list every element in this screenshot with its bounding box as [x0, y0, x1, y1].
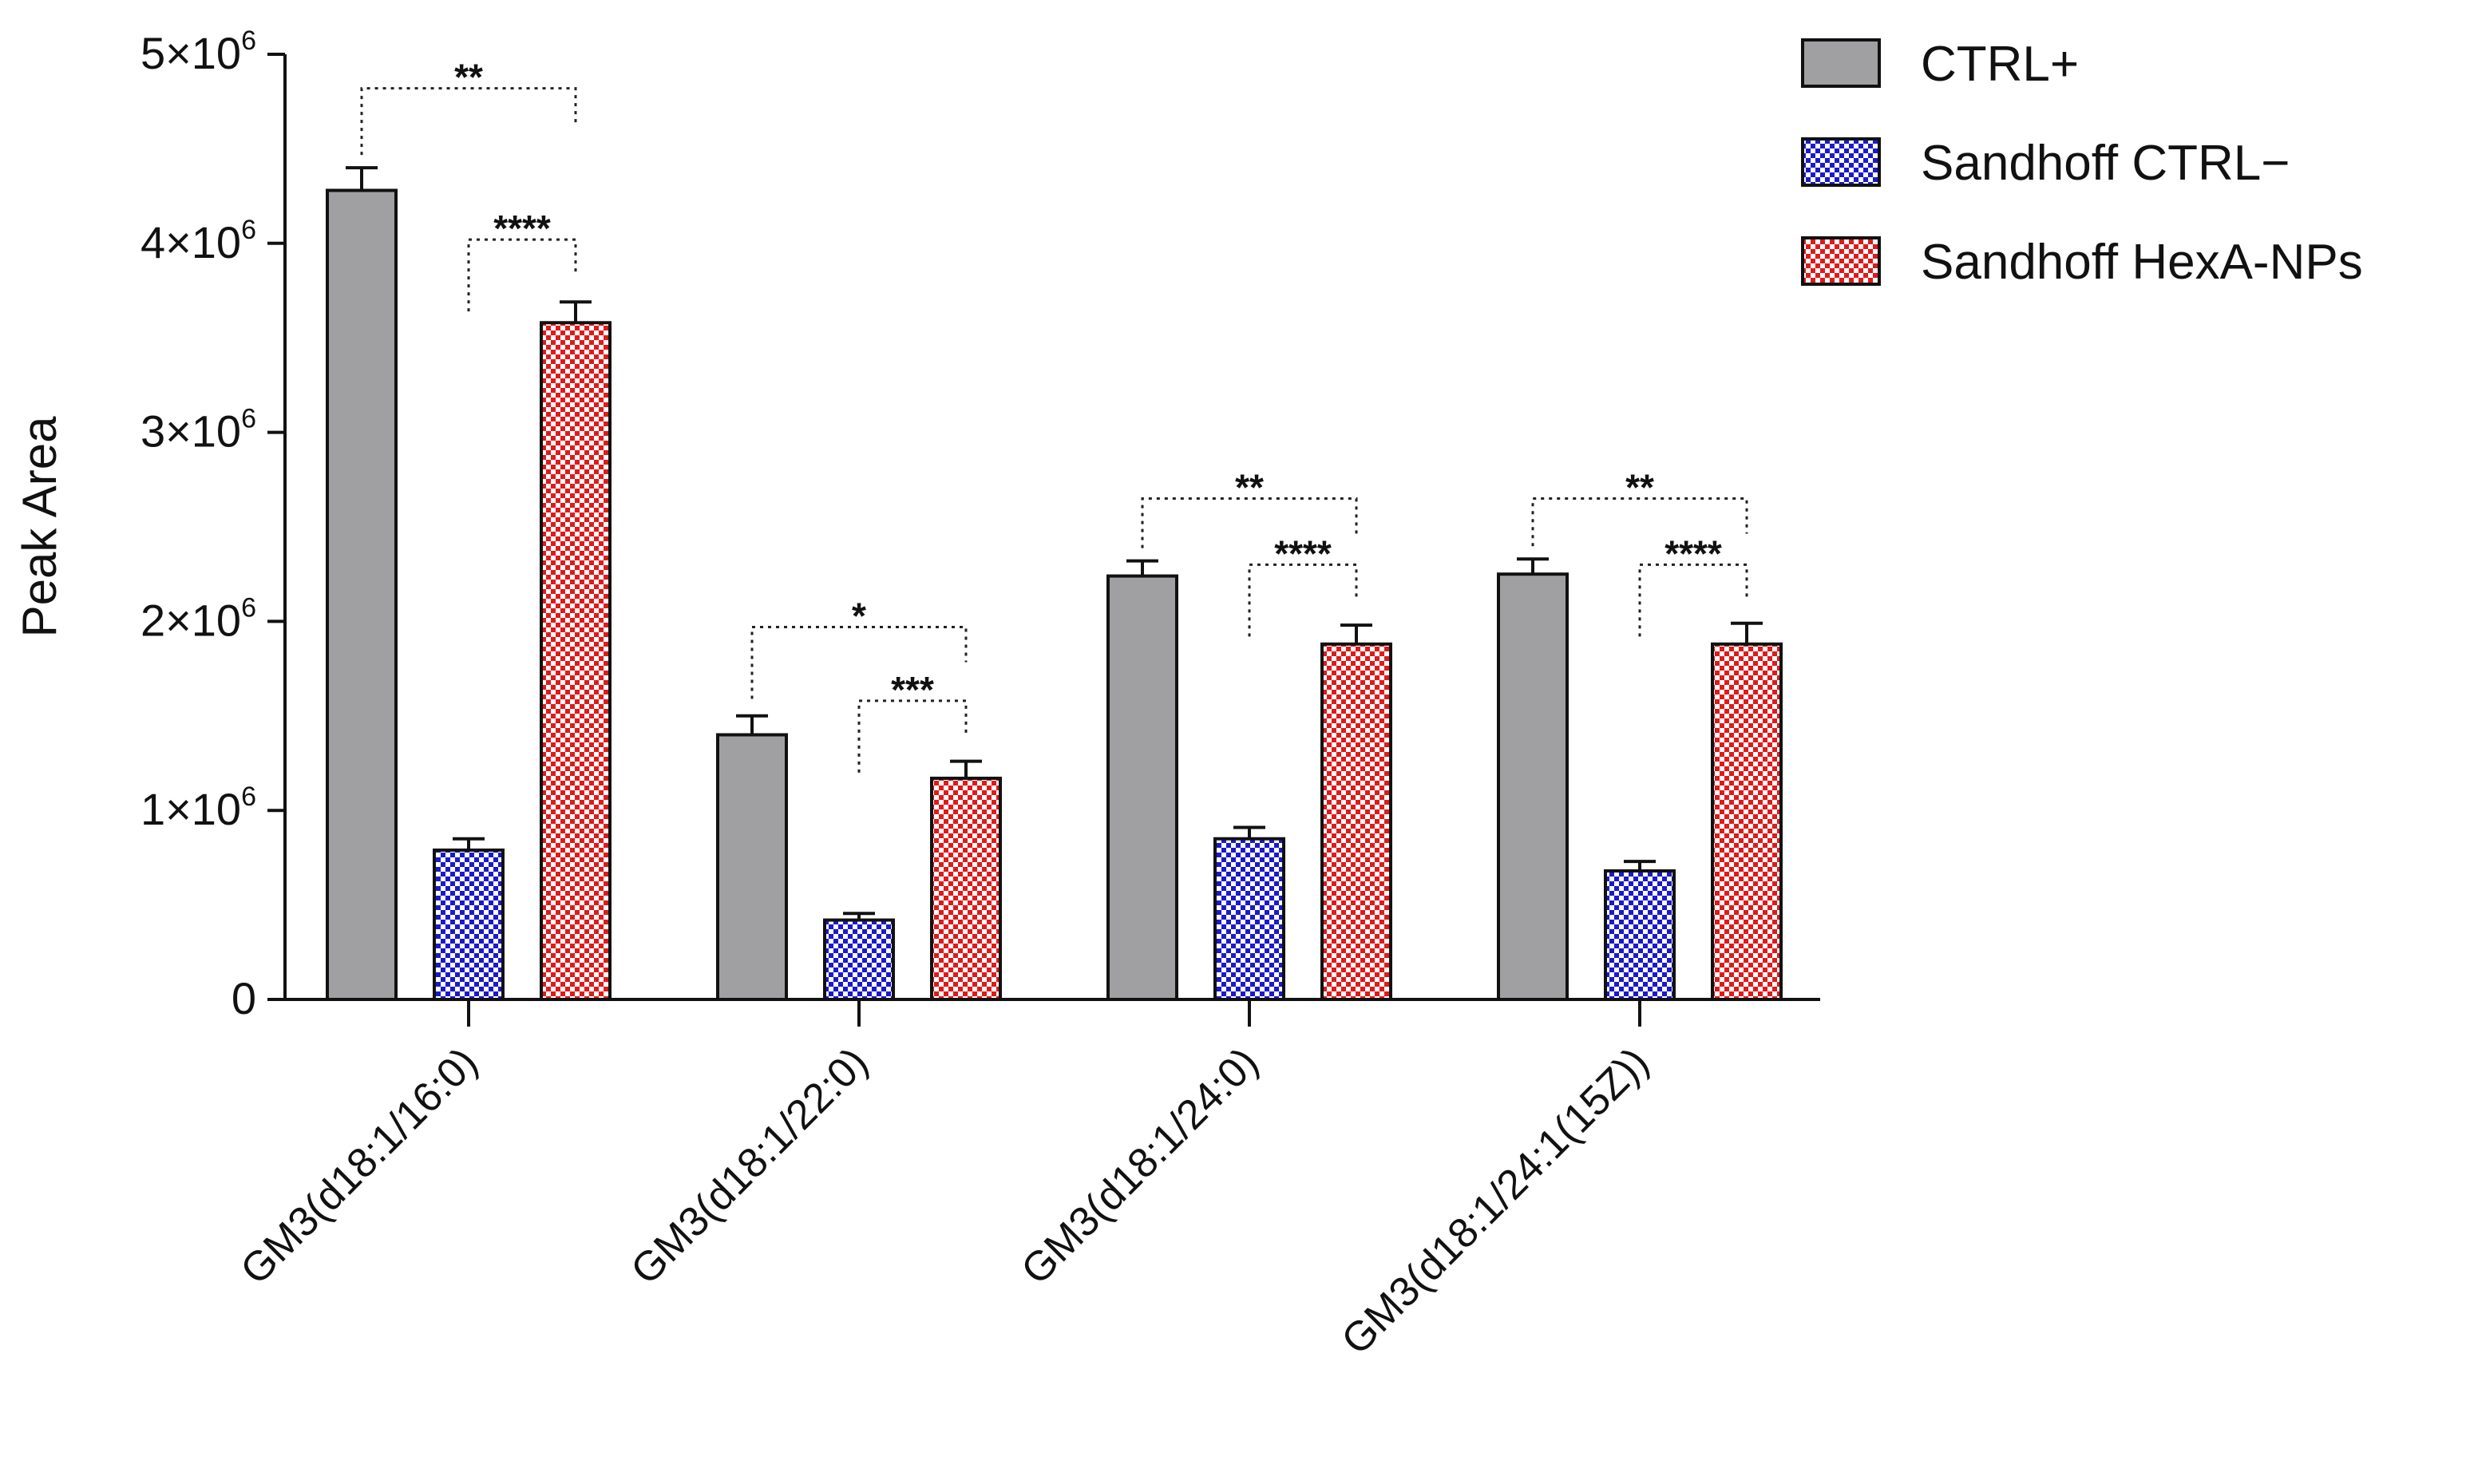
- significance-label: *: [852, 596, 866, 637]
- bar: [930, 776, 1002, 1001]
- y-tick-label: 3×106: [141, 404, 256, 457]
- y-axis-label: Peak Area: [13, 416, 66, 637]
- significance-label: **: [454, 57, 483, 98]
- significance-bracket: [750, 626, 968, 699]
- significance-label: **: [1235, 466, 1264, 508]
- significance-bracket: [1531, 497, 1748, 547]
- significance-label: **: [1625, 466, 1654, 508]
- y-tick-label: 5×106: [141, 26, 256, 78]
- significance-bracket: [467, 238, 577, 312]
- legend-swatch: [1801, 137, 1881, 187]
- y-tick-label: 0: [232, 973, 256, 1023]
- x-category-label: GM3(d18:1/22:0): [623, 1039, 877, 1293]
- bar: [1213, 837, 1285, 1001]
- bar: [540, 321, 612, 1002]
- y-tick-label: 4×106: [141, 215, 256, 267]
- bar: [1497, 572, 1569, 1001]
- legend: CTRL+ Sandhoff CTRL− Sandhoff HexA-NPs: [1801, 37, 2363, 290]
- significance-label: ****: [1274, 532, 1332, 574]
- legend-swatch: [1801, 38, 1881, 88]
- x-category-label: GM3(d18:1/24:1(15Z)): [1333, 1039, 1658, 1363]
- x-category-label: GM3(d18:1/24:0): [1013, 1039, 1268, 1293]
- y-tick-label: 2×106: [141, 592, 256, 645]
- legend-label: Sandhoff HexA-NPs: [1921, 235, 2363, 290]
- significance-bracket: [360, 87, 577, 156]
- bar: [1320, 642, 1392, 1001]
- significance-label: ****: [493, 208, 551, 249]
- x-category-label: GM3(d18:1/16:0): [232, 1039, 487, 1293]
- bar: [433, 848, 505, 1001]
- legend-label: CTRL+: [1921, 37, 2079, 92]
- bar: [326, 188, 398, 1002]
- bar: [823, 918, 895, 1001]
- bar: [1604, 869, 1676, 1001]
- significance-label: ***: [891, 669, 934, 710]
- bar: [1711, 642, 1783, 1001]
- significance-bracket: [1248, 563, 1358, 637]
- bar: [1106, 574, 1178, 1001]
- legend-swatch: [1801, 236, 1881, 286]
- legend-label: Sandhoff CTRL−: [1921, 136, 2290, 191]
- y-tick-label: 1×106: [141, 782, 256, 834]
- significance-bracket: [857, 699, 968, 773]
- significance-bracket: [1141, 497, 1358, 548]
- significance-bracket: [1638, 563, 1748, 637]
- bar: [716, 733, 788, 1001]
- significance-label: ****: [1664, 532, 1722, 574]
